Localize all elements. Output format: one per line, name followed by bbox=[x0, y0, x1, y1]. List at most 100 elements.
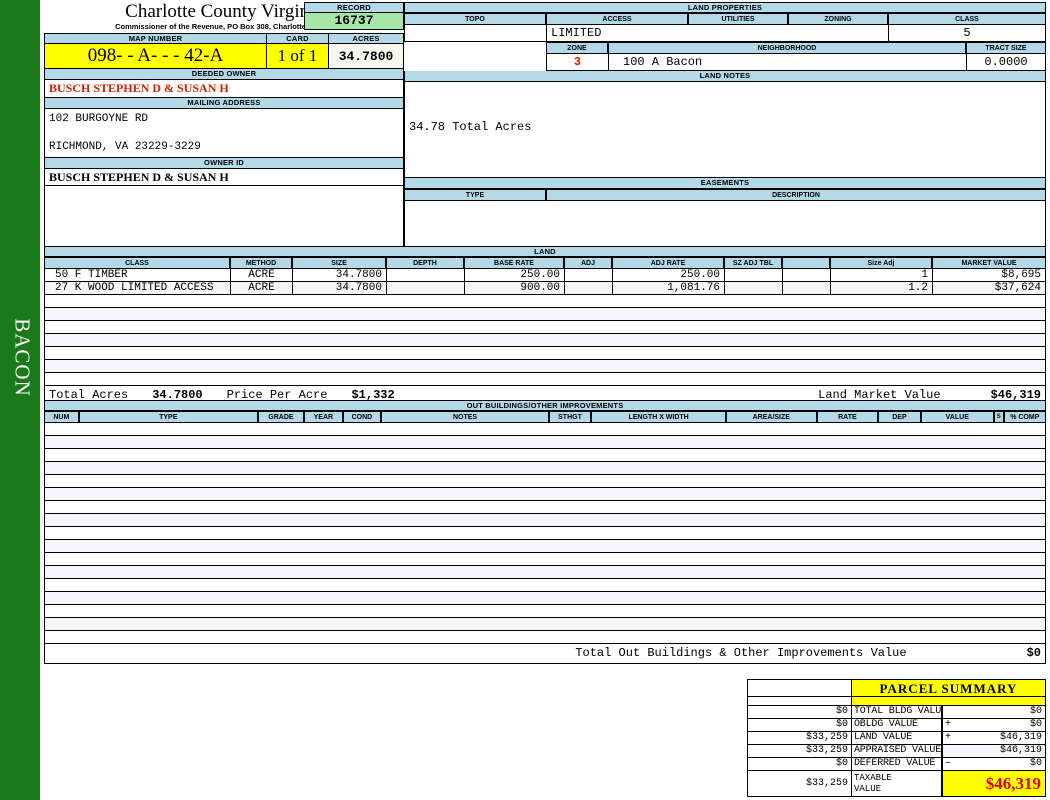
cell-base_rate: 900.00 bbox=[464, 282, 564, 295]
parcel-summary-taxable-row: $33,259 TAXABLE VALUE $46,319 bbox=[747, 771, 1046, 797]
cell-empty bbox=[44, 566, 1046, 579]
col-land-blank bbox=[782, 257, 830, 269]
summary-amount: $46,319 bbox=[999, 732, 1042, 743]
cell-empty bbox=[44, 347, 1046, 360]
price-per-acre-value: $1,332 bbox=[351, 388, 395, 402]
cell-size_adj: 1 bbox=[830, 269, 932, 282]
taxable-label-line-1: TAXABLE bbox=[854, 773, 892, 783]
land-properties-title: LAND PROPERTIES bbox=[404, 2, 1046, 13]
col-land-class: CLASS bbox=[44, 257, 230, 269]
col-ob-num: NUM bbox=[44, 411, 79, 423]
table-row-empty bbox=[44, 579, 1046, 592]
table-row-empty bbox=[44, 360, 1046, 373]
total-acres-value: 34.7800 bbox=[152, 388, 203, 402]
col-land-adj: ADJ bbox=[564, 257, 612, 269]
cell-blank bbox=[782, 269, 830, 282]
total-acres-label: Total Acres bbox=[49, 388, 129, 402]
parcel-summary-title-row: PARCEL SUMMARY bbox=[747, 679, 1046, 697]
summary-right-value: $46,319 bbox=[941, 745, 1046, 758]
land-table-body: 50 F TIMBER ACRE 34.7800 250.00 250.00 1 $8,69… bbox=[44, 269, 1046, 386]
owner-id-value: BUSCH STEPHEN D & SUSAN H bbox=[44, 169, 404, 186]
land-table: LAND CLASS METHOD SIZE DEPTH BASE RATE A… bbox=[44, 246, 1046, 406]
col-land-adj-rate: ADJ RATE bbox=[612, 257, 724, 269]
land-notes-title: LAND NOTES bbox=[404, 71, 1046, 82]
price-per-acre-label: Price Per Acre bbox=[226, 388, 328, 402]
cell-class: 27 K WOOD LIMITED ACCESS bbox=[44, 282, 230, 295]
col-ob-year: YEAR bbox=[304, 411, 343, 423]
summary-amount: $0 bbox=[1029, 758, 1042, 769]
taxable-label-line-2: VALUE bbox=[854, 784, 882, 794]
land-table-title: LAND bbox=[44, 246, 1046, 257]
parcel-summary-rows: $0 TOTAL BLDG VALUE $0 $0 OBLDG VALUE + $0 $33,… bbox=[747, 706, 1046, 771]
col-easement-description: DESCRIPTION bbox=[546, 189, 1046, 201]
summary-sign: + bbox=[945, 732, 952, 743]
address-line-2: RICHMOND, VA 23229-3229 bbox=[49, 141, 201, 153]
summary-label: DEFERRED VALUE bbox=[851, 758, 941, 771]
cell-empty bbox=[44, 605, 1046, 618]
address-line-blank bbox=[49, 127, 403, 139]
page-title: Charlotte County Virginia bbox=[125, 1, 323, 22]
out-buildings-header-row: NUM TYPE GRADE YEAR COND NOTES STHGT LEN… bbox=[44, 411, 1046, 423]
table-row-empty bbox=[44, 308, 1046, 321]
cell-empty bbox=[44, 579, 1046, 592]
card-label: CARD bbox=[266, 33, 328, 44]
cell-empty bbox=[44, 449, 1046, 462]
summary-sign: + bbox=[945, 719, 952, 730]
summary-left-value: $33,259 bbox=[747, 732, 851, 745]
col-ob-length-x-width: LENGTH X WIDTH bbox=[591, 411, 727, 423]
summary-right-value: + $46,319 bbox=[941, 732, 1046, 745]
cell-empty bbox=[44, 373, 1046, 386]
cell-adj_rate: 1,081.76 bbox=[612, 282, 724, 295]
col-access: ACCESS bbox=[546, 13, 688, 25]
table-row-empty bbox=[44, 423, 1046, 436]
map-number-header-row: MAP NUMBER CARD ACRES bbox=[44, 33, 404, 44]
val-neighborhood: 100 A Bacon bbox=[608, 54, 966, 71]
cell-class: 50 F TIMBER bbox=[44, 269, 230, 282]
cell-empty bbox=[44, 475, 1046, 488]
land-market-value-amount: $46,319 bbox=[990, 388, 1041, 402]
val-access: LIMITED bbox=[546, 25, 888, 42]
col-land-size-adj: Size Adj bbox=[830, 257, 932, 269]
summary-label: TOTAL BLDG VALUE bbox=[851, 706, 941, 719]
record-value: 16737 bbox=[304, 13, 404, 30]
cell-depth bbox=[386, 282, 464, 295]
table-row-empty bbox=[44, 566, 1046, 579]
col-ob-value: VALUE bbox=[920, 411, 994, 423]
table-row-empty bbox=[44, 488, 1046, 501]
col-land-market-value: MARKET VALUE bbox=[932, 257, 1046, 269]
cell-adj bbox=[564, 269, 612, 282]
cell-market_value: $8,695 bbox=[932, 269, 1046, 282]
col-class: CLASS bbox=[888, 13, 1046, 25]
table-row-empty bbox=[44, 373, 1046, 386]
col-land-base-rate: BASE RATE bbox=[464, 257, 564, 269]
land-properties-value-row: LIMITED 5 bbox=[404, 25, 1046, 42]
cell-empty bbox=[44, 360, 1046, 373]
out-buildings-title: OUT BUILDINGS/OTHER IMPROVEMENTS bbox=[44, 400, 1046, 411]
col-ob-notes: NOTES bbox=[381, 411, 549, 423]
table-row-empty bbox=[44, 462, 1046, 475]
taxable-left-value: $33,259 bbox=[747, 771, 851, 797]
table-row-empty bbox=[44, 592, 1046, 605]
val-class: 5 bbox=[888, 25, 1046, 42]
easements-body bbox=[404, 201, 1046, 251]
cell-depth bbox=[386, 269, 464, 282]
col-ob-cond: COND bbox=[342, 411, 382, 423]
cell-size: 34.7800 bbox=[292, 269, 386, 282]
table-row-empty bbox=[44, 501, 1046, 514]
land-market-value-label: Land Market Value bbox=[818, 388, 941, 402]
parcel-summary-row: $33,259 LAND VALUE + $46,319 bbox=[747, 732, 1046, 745]
out-buildings-table: OUT BUILDINGS/OTHER IMPROVEMENTS NUM TYP… bbox=[44, 400, 1046, 664]
table-row-empty bbox=[44, 605, 1046, 618]
cell-blank bbox=[782, 282, 830, 295]
mailing-address-value: 102 BURGOYNE RD RICHMOND, VA 23229-3229 bbox=[44, 109, 404, 158]
cell-method: ACRE bbox=[230, 282, 292, 295]
map-number-value: 098- - A- - - 42-A bbox=[44, 44, 266, 69]
col-ob-area-size: AREA/SIZE bbox=[726, 411, 817, 423]
cell-empty bbox=[44, 308, 1046, 321]
table-row-empty bbox=[44, 436, 1046, 449]
col-zone: ZONE bbox=[546, 42, 608, 54]
cell-empty bbox=[44, 462, 1046, 475]
out-buildings-total-value: $0 bbox=[1026, 646, 1041, 660]
cell-empty bbox=[44, 553, 1046, 566]
col-land-depth: DEPTH bbox=[386, 257, 464, 269]
